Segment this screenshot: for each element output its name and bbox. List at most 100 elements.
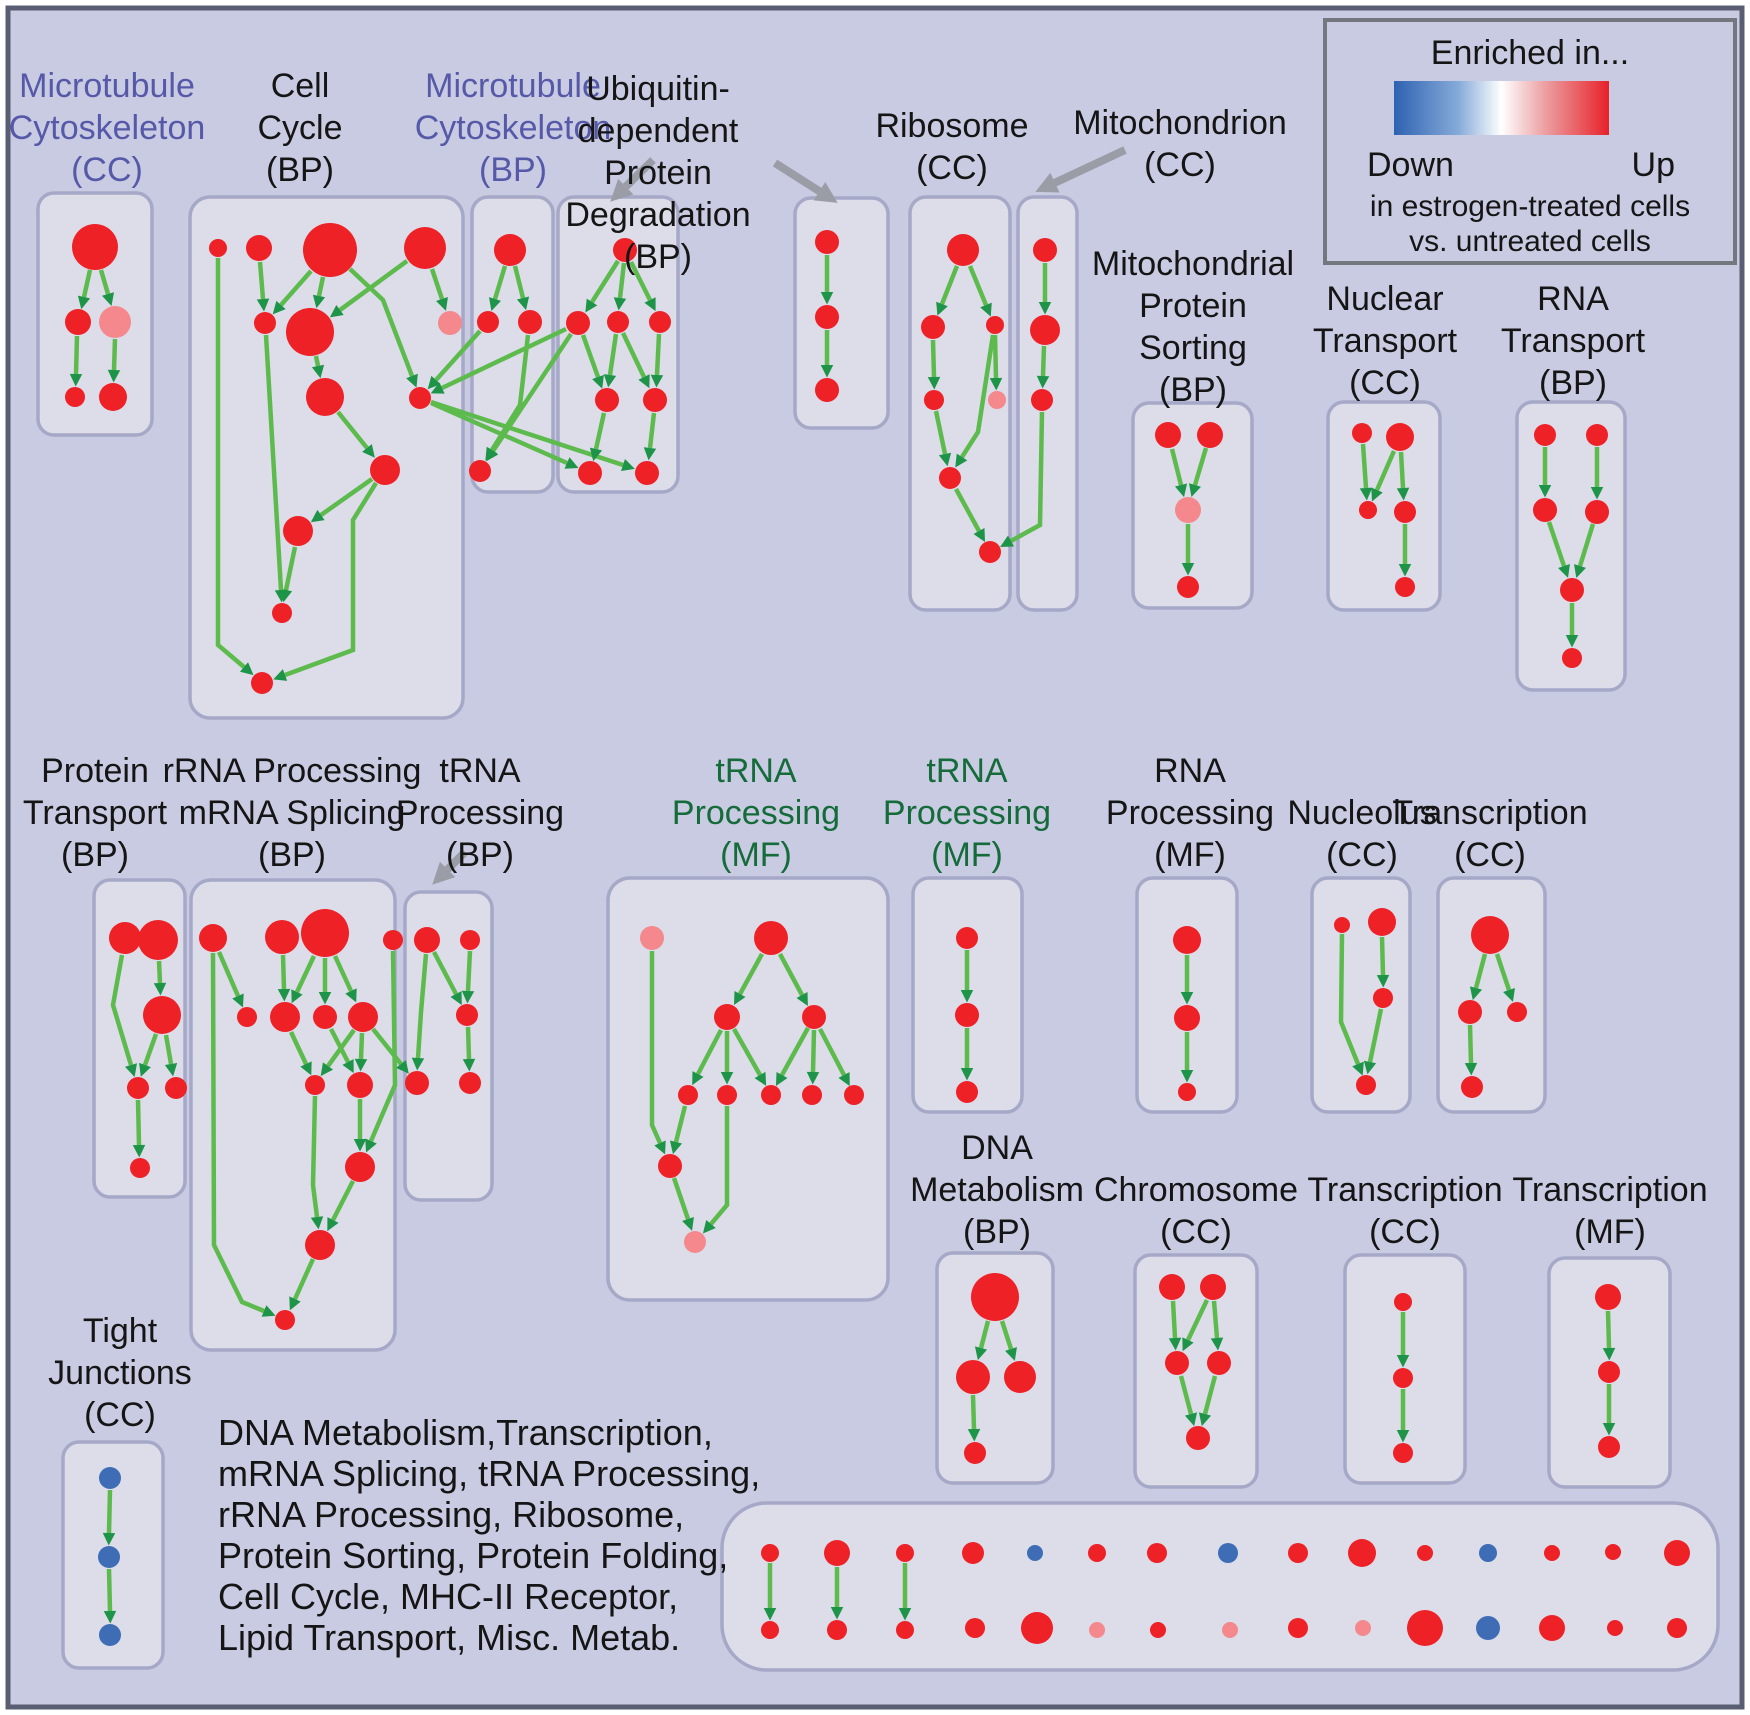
label-transcription-mf: Transcription (MF) bbox=[1512, 1171, 1707, 1251]
label-dna-metabolism-bp: DNA Metabolism (BP) bbox=[910, 1129, 1084, 1251]
node-pt5 bbox=[165, 1077, 187, 1099]
label-ubiquitin-degradation-bp: Ubiquitin-dependent Protein Degradation (BP… bbox=[565, 70, 750, 276]
node-rnamf2 bbox=[1174, 1005, 1200, 1031]
node-tmf2_3 bbox=[956, 1081, 978, 1103]
node-tmf_r3 bbox=[761, 1085, 781, 1105]
edge bbox=[427, 329, 482, 390]
node-bb13_b bbox=[1539, 1615, 1565, 1641]
edge bbox=[107, 338, 121, 383]
node-bb9_b bbox=[1288, 1618, 1308, 1638]
node-ub_mm bbox=[607, 311, 629, 333]
node-mtbp2 bbox=[477, 311, 499, 333]
node-tcc3_2 bbox=[1393, 1368, 1413, 1388]
edge bbox=[778, 952, 808, 1007]
edge bbox=[1574, 523, 1596, 578]
node-bb3_b bbox=[896, 1621, 914, 1639]
node-bb15_t bbox=[1664, 1540, 1690, 1566]
edge bbox=[1546, 521, 1570, 578]
node-rr_c2 bbox=[347, 1072, 373, 1098]
edge bbox=[365, 950, 398, 1153]
node-rt4 bbox=[1585, 500, 1609, 524]
cluster-box-bx_rnamf bbox=[1135, 876, 1239, 1114]
node-rnamf1 bbox=[1173, 926, 1201, 954]
label-trna-processing-mf-1: tRNA Processing (MF) bbox=[672, 752, 840, 874]
node-rib2 bbox=[921, 315, 945, 339]
cluster-box-bx_tcc bbox=[1436, 876, 1547, 1114]
node-bb10_t bbox=[1348, 1539, 1376, 1567]
node-cc_b3 bbox=[286, 308, 334, 356]
edge bbox=[806, 1029, 820, 1085]
edge bbox=[312, 276, 326, 309]
label-ribosome-cc: Ribosome (CC) bbox=[875, 107, 1028, 187]
edge bbox=[210, 952, 276, 1317]
edge bbox=[328, 1027, 354, 1074]
edge bbox=[936, 265, 960, 316]
legend-subtitle-1: in estrogen-treated cells bbox=[1369, 190, 1691, 223]
node-tmf_m1 bbox=[714, 1004, 740, 1030]
edge bbox=[585, 259, 620, 313]
edge bbox=[999, 1320, 1017, 1361]
cluster-box-bx_dna bbox=[935, 1251, 1055, 1485]
edge bbox=[669, 1105, 688, 1155]
node-nt4 bbox=[1394, 501, 1416, 523]
edge bbox=[933, 410, 952, 467]
node-cc_b1 bbox=[303, 223, 357, 277]
edge bbox=[279, 546, 298, 603]
label-chromosome-cc: Chromosome (CC) bbox=[1094, 1171, 1298, 1251]
edge bbox=[818, 1027, 850, 1087]
node-cc_n bbox=[409, 387, 431, 409]
edge bbox=[1210, 1300, 1224, 1351]
node-tmf_bp bbox=[684, 1231, 706, 1253]
edge bbox=[1000, 411, 1045, 548]
node-rr_b3 bbox=[313, 1005, 337, 1029]
node-rr_a4 bbox=[383, 930, 403, 950]
node-rr_f1 bbox=[275, 1310, 295, 1330]
edge bbox=[1376, 936, 1390, 988]
label-transcription-cc-mid: Transcription (CC) bbox=[1392, 794, 1587, 874]
node-mps1 bbox=[1155, 422, 1181, 448]
node-ub_br bbox=[635, 461, 659, 485]
label-rrna-processing-mrna-splicing-bp: rRNA Processing mRNA Splicing (BP) bbox=[163, 752, 422, 874]
cluster-box-bx_bottom bbox=[720, 1501, 1720, 1672]
node-tmf_r5 bbox=[844, 1085, 864, 1105]
node-bb11_b bbox=[1407, 1610, 1443, 1646]
node-pt3 bbox=[143, 996, 181, 1034]
node-bb3_t bbox=[896, 1544, 914, 1562]
edge bbox=[1178, 1375, 1198, 1427]
node-nt5 bbox=[1395, 577, 1415, 597]
edge bbox=[273, 481, 378, 681]
node-nuc3 bbox=[1373, 988, 1393, 1008]
annotation-arrow bbox=[772, 159, 838, 203]
edge bbox=[1363, 1008, 1384, 1075]
node-bb14_t bbox=[1605, 1544, 1621, 1560]
label-microtubule-cytoskeleton-cc: Microtubule Cytoskeleton (CC) bbox=[9, 67, 206, 189]
edge bbox=[215, 258, 254, 676]
label-microtubule-cytoskeleton-bp: Microtubule Cytoskeleton (BP) bbox=[415, 67, 612, 189]
label-rna-processing-mf: RNA Processing (MF) bbox=[1106, 752, 1274, 874]
node-cc_pk bbox=[438, 311, 462, 335]
cluster-box-bx_ubr bbox=[793, 196, 890, 430]
edge bbox=[132, 1099, 146, 1158]
node-dna1 bbox=[971, 1273, 1019, 1321]
label-nucleolus-cc: Nucleolus (CC) bbox=[1287, 794, 1436, 874]
edge bbox=[1189, 447, 1209, 497]
node-mtcc5 bbox=[99, 383, 127, 411]
node-mtcc4 bbox=[65, 387, 85, 407]
edge bbox=[98, 269, 114, 306]
node-rib5 bbox=[988, 391, 1006, 409]
cluster-box-bx_tmf2 bbox=[911, 876, 1024, 1114]
node-chr2 bbox=[1200, 1274, 1226, 1300]
edge bbox=[489, 265, 508, 311]
label-nuclear-transport-cc: Nuclear Transport (CC) bbox=[1313, 280, 1458, 402]
node-mit2 bbox=[1030, 315, 1060, 345]
edge bbox=[256, 261, 270, 312]
node-mtcc1 bbox=[72, 224, 118, 270]
edge bbox=[354, 1032, 368, 1072]
node-rr_a1 bbox=[199, 924, 227, 952]
node-tmf_r1 bbox=[678, 1085, 698, 1105]
node-dna2 bbox=[956, 1360, 990, 1394]
edge bbox=[332, 955, 357, 1003]
node-bb1_t bbox=[761, 1544, 779, 1562]
annotation-arrow bbox=[610, 157, 656, 202]
